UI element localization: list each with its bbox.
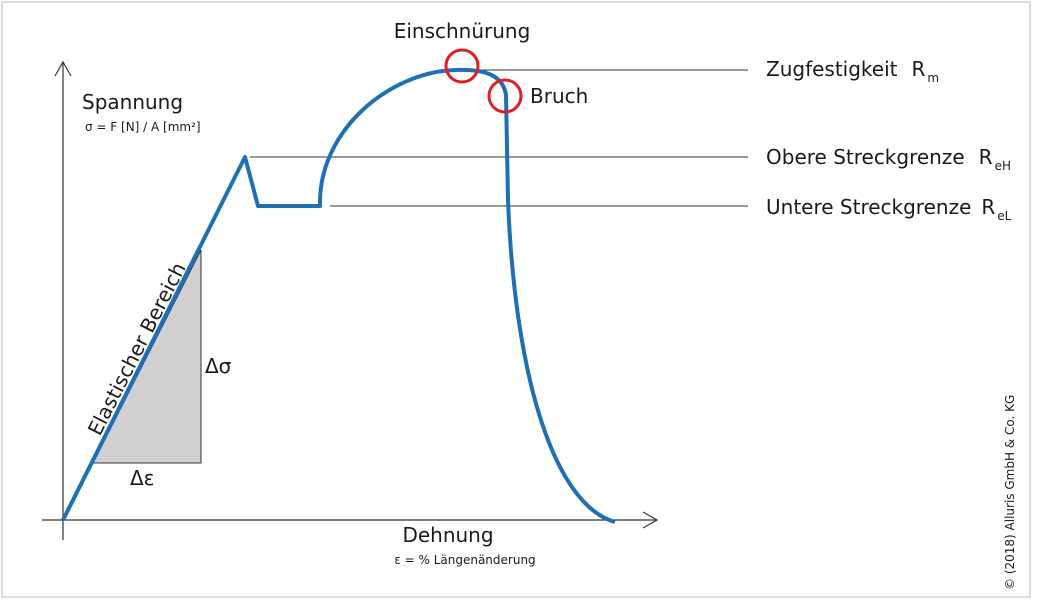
level-name: Untere Streckgrenze: [766, 195, 971, 219]
stress-strain-curve: [61, 67, 616, 524]
level-subscript: m: [927, 71, 939, 85]
fracture-label: Bruch: [530, 84, 588, 108]
delta-epsilon: Δε: [130, 466, 155, 490]
level-name: Zugfestigkeit: [766, 57, 898, 81]
copyright: © (2018) Alluris GmbH & Co. KG: [1003, 395, 1017, 590]
x-label: Dehnung: [402, 523, 493, 547]
level-symbol: R: [981, 195, 995, 219]
y-arrow: [54, 60, 72, 77]
x-arrow: [642, 511, 659, 529]
level-subscript: eH: [995, 159, 1011, 173]
axes: [42, 60, 659, 540]
level-lines: [250, 69, 748, 207]
y-label: Spannung: [82, 90, 183, 114]
level-symbol: R: [912, 57, 926, 81]
delta-sigma: Δσ: [205, 354, 232, 378]
fracture-marker: [487, 78, 523, 114]
level-symbol: R: [979, 145, 993, 169]
necking-marker: [444, 48, 480, 84]
y-formula: σ = F [N] / A [mm²]: [85, 120, 201, 134]
level-name: Obere Streckgrenze: [766, 145, 965, 169]
x-formula: ε = % Längenänderung: [394, 553, 535, 567]
necking-label: Einschnürung: [394, 19, 531, 43]
level-subscript: eL: [997, 209, 1011, 223]
